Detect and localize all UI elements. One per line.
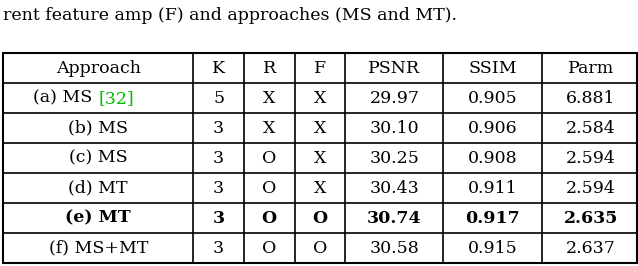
Text: X: X — [314, 150, 326, 167]
Text: 0.906: 0.906 — [468, 120, 517, 137]
Text: X: X — [314, 180, 326, 197]
Text: O: O — [262, 150, 276, 167]
Text: K: K — [212, 60, 225, 77]
Text: O: O — [262, 210, 277, 227]
Text: X: X — [314, 90, 326, 107]
Text: (c) MS: (c) MS — [69, 150, 128, 167]
Text: O: O — [262, 180, 276, 197]
Text: 0.917: 0.917 — [465, 210, 520, 227]
Text: R: R — [263, 60, 276, 77]
Text: rent feature amp (F) and approaches (MS and MT).: rent feature amp (F) and approaches (MS … — [3, 7, 457, 24]
Text: 2.594: 2.594 — [566, 180, 616, 197]
Text: 0.915: 0.915 — [468, 240, 517, 257]
Text: X: X — [263, 120, 276, 137]
Text: 0.908: 0.908 — [468, 150, 517, 167]
Text: O: O — [313, 240, 327, 257]
Text: 3: 3 — [213, 240, 224, 257]
Text: O: O — [262, 240, 276, 257]
Text: Approach: Approach — [56, 60, 141, 77]
Text: (f) MS+MT: (f) MS+MT — [48, 240, 148, 257]
Text: 2.635: 2.635 — [563, 210, 618, 227]
Text: 3: 3 — [212, 210, 225, 227]
Text: 3: 3 — [213, 180, 224, 197]
Text: X: X — [263, 90, 276, 107]
Text: 30.74: 30.74 — [367, 210, 422, 227]
Text: 2.584: 2.584 — [566, 120, 616, 137]
Text: 30.25: 30.25 — [369, 150, 419, 167]
Text: (a) MS: (a) MS — [33, 90, 98, 107]
Text: (b) MS: (b) MS — [68, 120, 128, 137]
Text: 2.637: 2.637 — [566, 240, 616, 257]
Text: PSNR: PSNR — [368, 60, 420, 77]
Text: 3: 3 — [213, 120, 224, 137]
Text: (d) MT: (d) MT — [68, 180, 128, 197]
Text: 0.905: 0.905 — [468, 90, 517, 107]
Text: 0.911: 0.911 — [468, 180, 517, 197]
Text: 30.58: 30.58 — [369, 240, 419, 257]
Text: X: X — [314, 120, 326, 137]
Text: F: F — [314, 60, 326, 77]
Text: (e) MT: (e) MT — [66, 210, 131, 227]
Text: 6.881: 6.881 — [566, 90, 616, 107]
Text: 5: 5 — [213, 90, 224, 107]
Text: O: O — [313, 210, 327, 227]
Text: 30.43: 30.43 — [369, 180, 419, 197]
Text: [32]: [32] — [98, 90, 134, 107]
Text: SSIM: SSIM — [468, 60, 517, 77]
Text: 30.10: 30.10 — [369, 120, 419, 137]
Text: 3: 3 — [213, 150, 224, 167]
Text: 29.97: 29.97 — [369, 90, 419, 107]
Text: Parm: Parm — [568, 60, 614, 77]
Text: 2.594: 2.594 — [566, 150, 616, 167]
